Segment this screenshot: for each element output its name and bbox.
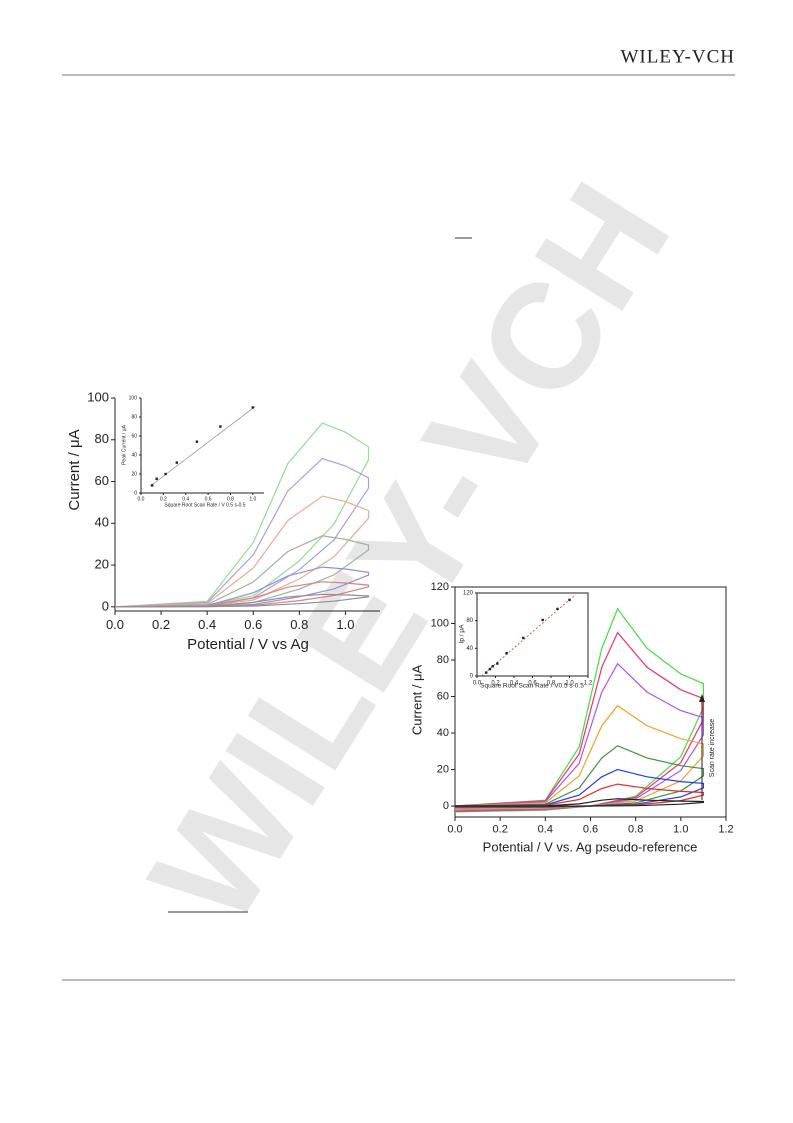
x-tick-label: 1.0 [565, 680, 574, 686]
y-tick-label: 0 [134, 490, 137, 496]
y-tick-label: 20 [437, 763, 449, 775]
y-tick-label: 0 [470, 674, 474, 680]
x-tick-label: 0.2 [491, 680, 500, 686]
y-tick-label: 100 [87, 389, 109, 404]
y-axis-label: Current / μA [66, 429, 83, 510]
data-point [541, 618, 544, 622]
x-tick-label: 0.6 [528, 680, 537, 686]
x-tick-label: 1.2 [718, 824, 733, 836]
x-tick-label: 0.2 [160, 496, 167, 502]
data-point [155, 477, 158, 480]
x-tick-label: 0.0 [447, 824, 462, 836]
x-tick-label: 1.0 [336, 617, 354, 632]
x-tick-label: 1.2 [584, 680, 593, 686]
x-tick-label: 0.6 [583, 824, 598, 836]
x-tick-label: 0.2 [152, 617, 170, 632]
y-tick-label: 80 [131, 414, 137, 420]
data-point [568, 598, 571, 602]
data-point [522, 636, 525, 640]
x-tick-label: 1.0 [673, 824, 688, 836]
x-tick-label: 0.6 [205, 496, 212, 502]
x-tick-label: 0.0 [138, 496, 145, 502]
y-tick-label: 20 [131, 471, 137, 477]
watermark: WILEY-VCH [117, 156, 701, 952]
y-tick-label: 60 [437, 690, 449, 702]
y-tick-label: 40 [95, 515, 109, 530]
cv-curve [454, 704, 704, 810]
y-tick-label: 40 [466, 646, 473, 652]
cv-curve [454, 798, 704, 807]
x-axis-label: Square Root Scan Rate / V0.5 s-0.5 [480, 683, 584, 690]
y-tick-label: 100 [431, 617, 449, 629]
data-point [175, 461, 178, 464]
x-axis-label: Potential / V vs Ag [187, 636, 309, 653]
brand: WILEY-VCH [620, 46, 735, 67]
data-point [485, 671, 488, 674]
y-tick-label: 120 [463, 591, 474, 597]
data-point [505, 651, 508, 655]
x-tick-label: 0.6 [244, 617, 262, 632]
y-tick-label: 20 [95, 556, 109, 571]
y-tick-label: 0 [443, 800, 449, 812]
annotation-arrowhead [699, 694, 705, 702]
data-point [164, 472, 167, 476]
x-axis-label: Potential / V vs. Ag pseudo-reference [483, 839, 698, 854]
y-axis-label: Peak Current / μA [121, 424, 127, 465]
x-tick-label: 0.4 [538, 824, 553, 836]
x-tick-label: 1.0 [249, 496, 256, 502]
x-tick-label: 0.0 [473, 680, 482, 686]
cv-curve [114, 593, 370, 608]
data-point [150, 484, 154, 487]
data-point [219, 425, 222, 428]
data-point [491, 665, 494, 668]
x-tick-label: 0.8 [227, 496, 234, 502]
y-tick-label: 40 [131, 452, 137, 458]
cv-curve [454, 745, 704, 809]
x-tick-label: 0.8 [628, 824, 643, 836]
y-axis-label: Current / μA [409, 665, 424, 736]
cv-curve [114, 495, 370, 608]
cv-curve [114, 422, 370, 608]
annotation: Scan rate increase [709, 719, 716, 777]
inset-background [477, 593, 588, 676]
x-tick-label: 0.8 [547, 680, 556, 686]
data-point [556, 607, 559, 611]
cv-curve [114, 566, 370, 608]
x-tick-label: 0.0 [106, 617, 124, 632]
x-tick-label: 0.8 [290, 617, 308, 632]
y-tick-label: 80 [437, 654, 449, 666]
y-tick-label: 100 [129, 395, 138, 401]
data-point [488, 667, 492, 671]
y-tick-label: 120 [431, 581, 449, 593]
x-axis-label: Square Root Scan Rate / V 0.5 s-0.5 [164, 502, 245, 508]
x-tick-label: 0.4 [510, 680, 519, 686]
y-tick-label: 80 [466, 618, 473, 624]
x-tick-label: 0.2 [493, 824, 508, 836]
y-axis-label: Ip / μA [459, 624, 466, 644]
x-tick-label: 0.4 [182, 496, 189, 502]
y-tick-label: 60 [95, 473, 109, 488]
fit-line [149, 406, 256, 487]
y-tick-label: 0 [102, 598, 109, 613]
data-point [496, 662, 499, 665]
x-tick-label: 0.4 [198, 617, 216, 632]
y-tick-label: 60 [131, 433, 137, 439]
data-point [251, 406, 255, 409]
y-tick-label: 40 [437, 727, 449, 739]
y-tick-label: 80 [95, 431, 109, 446]
data-point [195, 440, 199, 443]
